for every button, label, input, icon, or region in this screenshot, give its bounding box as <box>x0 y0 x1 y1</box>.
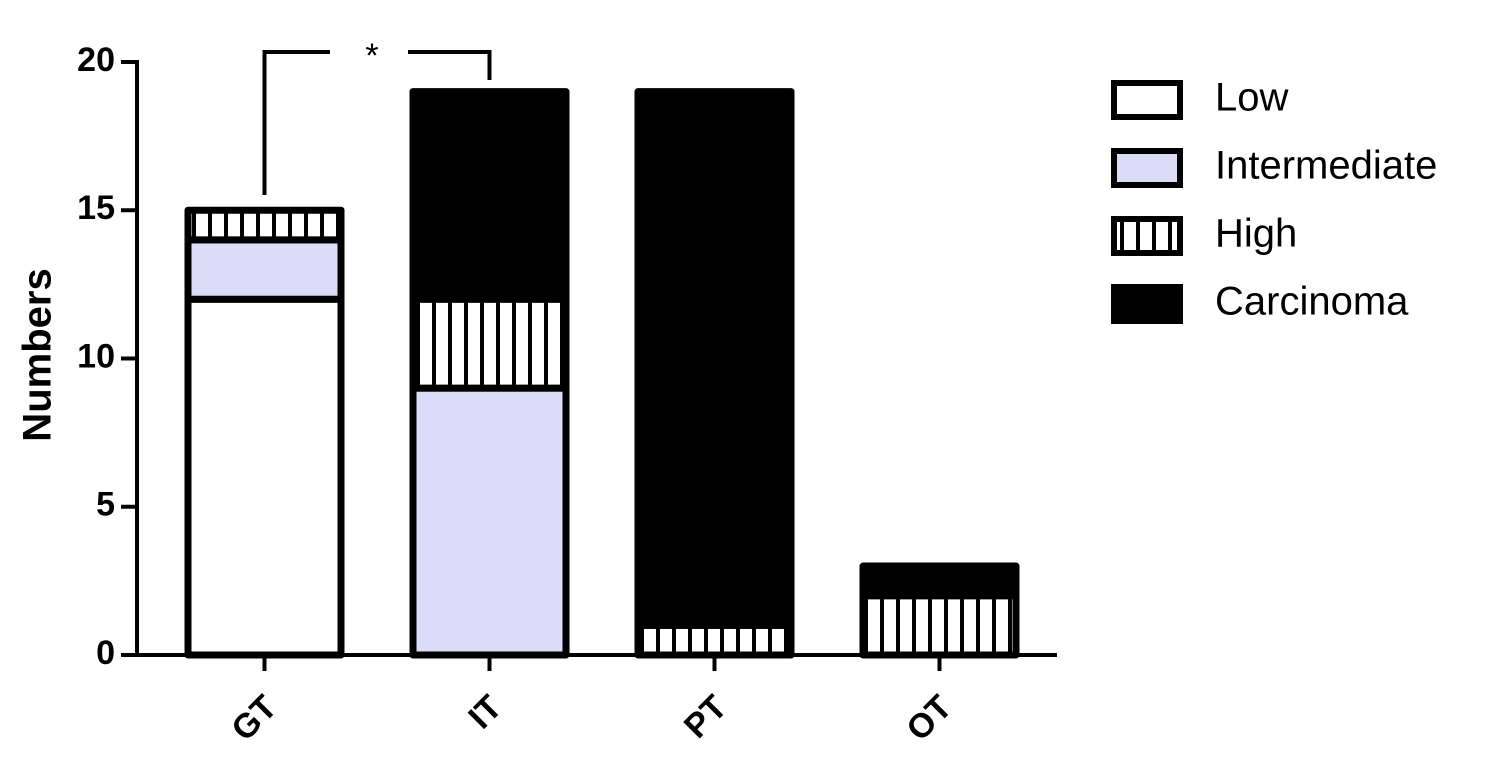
bar-segment <box>634 621 795 659</box>
x-tick-label: PT <box>677 688 735 746</box>
y-tick-label: 0 <box>96 634 115 672</box>
annotation: * <box>365 37 378 75</box>
y-tick-label: 5 <box>96 486 115 524</box>
legend-label: Intermediate <box>1215 144 1437 188</box>
bar-segment <box>409 88 570 303</box>
bar-segment <box>184 236 345 303</box>
x-tick-label: IT <box>461 688 509 736</box>
y-tick-label: 20 <box>77 41 115 79</box>
y-tick-label: 10 <box>77 337 115 375</box>
legend-label: High <box>1215 212 1297 256</box>
legend-swatch <box>1111 80 1183 120</box>
significance-bracket <box>262 50 492 195</box>
x-tick-label: OT <box>899 688 959 748</box>
bar-segment <box>634 88 795 629</box>
legend-label: Carcinoma <box>1215 280 1409 324</box>
legend-swatch <box>1111 284 1183 324</box>
bar-segment <box>409 384 570 659</box>
bar-segment <box>859 562 1020 600</box>
legend-swatch <box>1111 148 1183 188</box>
legend-swatch <box>1111 216 1183 256</box>
y-tick-label: 15 <box>77 189 115 227</box>
legend-label: Low <box>1215 76 1288 120</box>
y-axis-label: Numbers <box>16 268 60 441</box>
bar-segment <box>184 206 345 244</box>
bar-segment <box>184 295 345 659</box>
bar-segment <box>409 295 570 392</box>
x-tick-label: GT <box>224 688 284 748</box>
bar-segment <box>859 592 1020 659</box>
